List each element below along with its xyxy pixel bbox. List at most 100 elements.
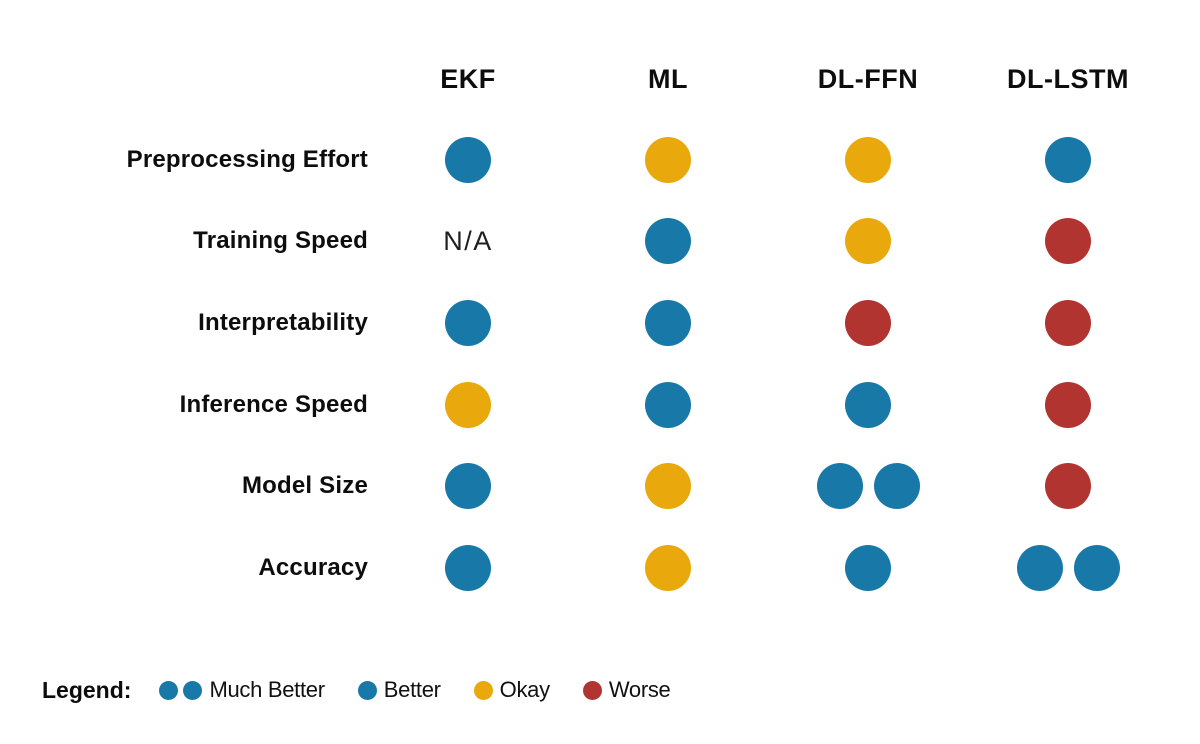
row-label-interpretability: Interpretability (198, 308, 368, 336)
cell-model-size-dl-lstm (968, 445, 1168, 527)
cell-interpretability-ekf (368, 282, 568, 364)
column-header-ml: ML (648, 64, 688, 94)
cell-training-speed-ml (568, 201, 768, 283)
rating-dot-better (645, 381, 691, 428)
rating-dot-worse (845, 299, 891, 346)
cell-inference-speed-ekf (368, 364, 568, 446)
cell-training-speed-ekf: N/A (368, 201, 568, 283)
rating-dot-okay (473, 680, 493, 700)
rating-dot-worse (1045, 218, 1091, 265)
na-value: N/A (443, 225, 493, 256)
row-label-accuracy: Accuracy (258, 553, 368, 581)
rating-dot-okay (645, 136, 691, 183)
rating-dot-better (445, 136, 491, 183)
rating-dot-okay (645, 463, 691, 510)
legend-item-label: Much Better (209, 677, 325, 702)
dot-icon (645, 381, 691, 428)
dot-icon (645, 544, 691, 591)
cell-interpretability-dl-ffn (768, 282, 968, 364)
rating-dot-okay (845, 218, 891, 265)
row-label-model-size: Model Size (241, 472, 368, 500)
dot-icon (1045, 136, 1091, 183)
rating-dot-better (445, 544, 491, 591)
legend-item-okay: Okay (473, 677, 550, 703)
legend-item-label: Better (383, 677, 441, 702)
rating-dot-better (1045, 136, 1091, 183)
dot-icon (645, 463, 691, 510)
rating-dot-better (845, 544, 891, 591)
rating-dot-worse (1045, 381, 1091, 428)
column-header-ekf: EKF (440, 64, 496, 94)
rating-dot-better (357, 680, 377, 700)
dot-icon (845, 381, 891, 428)
cell-model-size-dl-ffn (768, 445, 968, 527)
legend-item-better: Better (357, 677, 441, 703)
cell-inference-speed-ml (568, 364, 768, 446)
cell-model-size-ekf (368, 445, 568, 527)
column-header-dl-ffn: DL-FFN (817, 64, 919, 94)
dot-icon (473, 680, 493, 700)
dot-icon (357, 680, 377, 700)
dot-icon (1045, 299, 1091, 346)
row-label-preprocessing-effort: Preprocessing Effort (126, 145, 368, 173)
column-header-dl-lstm: DL-LSTM (1007, 64, 1129, 94)
cell-preprocessing-effort-dl-ffn (768, 119, 968, 201)
dot-icon (845, 136, 891, 183)
legend-item-label: Okay (499, 677, 550, 702)
dot-icon (845, 218, 891, 265)
cell-interpretability-ml (568, 282, 768, 364)
dot-icon (1045, 381, 1091, 428)
dot-icon (445, 299, 491, 346)
rating-dot-okay (845, 136, 891, 183)
rating-dot-better (645, 299, 691, 346)
dot-icon (645, 299, 691, 346)
rating-dot-better (445, 463, 491, 510)
dot-icon (445, 463, 491, 510)
double-rating-dot-much-better (159, 680, 203, 700)
cell-training-speed-dl-ffn (768, 201, 968, 283)
legend-item-much-better: Much Better (159, 677, 325, 703)
rating-dot-okay (445, 381, 491, 428)
row-label-training-speed: Training Speed (193, 227, 368, 255)
cell-interpretability-dl-lstm (968, 282, 1168, 364)
cell-preprocessing-effort-ekf (368, 119, 568, 201)
rating-dot-worse (582, 680, 602, 700)
dot-icon (845, 299, 891, 346)
cell-preprocessing-effort-dl-lstm (968, 119, 1168, 201)
rating-dot-worse (1045, 463, 1091, 510)
dot-icon (183, 680, 203, 700)
dot-icon (845, 544, 891, 591)
rating-dot-worse (1045, 299, 1091, 346)
legend: Legend: Much Better Better Okay Worse (42, 668, 671, 712)
double-rating-dot-much-better (816, 463, 920, 510)
dot-icon (445, 381, 491, 428)
double-rating-dot-much-better (1016, 544, 1120, 591)
cell-accuracy-dl-lstm (968, 527, 1168, 609)
row-label-inference-speed: Inference Speed (179, 390, 368, 418)
cell-inference-speed-dl-ffn (768, 364, 968, 446)
cell-inference-speed-dl-lstm (968, 364, 1168, 446)
dot-icon (1073, 544, 1120, 591)
cell-preprocessing-effort-ml (568, 119, 768, 201)
dot-icon (159, 680, 179, 700)
dot-icon (645, 136, 691, 183)
dot-icon (445, 544, 491, 591)
cell-model-size-ml (568, 445, 768, 527)
cell-accuracy-dl-ffn (768, 527, 968, 609)
dot-icon (1045, 218, 1091, 265)
rating-dot-better (845, 381, 891, 428)
dot-icon (645, 218, 691, 265)
legend-item-worse: Worse (582, 677, 671, 703)
cell-accuracy-ml (568, 527, 768, 609)
legend-item-label: Worse (608, 677, 671, 702)
comparison-matrix: EKF ML DL-FFN DL-LSTM Preprocessing Effort Tr… (0, 40, 1168, 609)
corner-cell (0, 40, 368, 119)
rating-dot-better (645, 218, 691, 265)
rating-dot-okay (645, 544, 691, 591)
legend-label: Legend: (42, 676, 132, 703)
dot-icon (1016, 544, 1063, 591)
dot-icon (873, 463, 920, 510)
dot-icon (1045, 463, 1091, 510)
rating-dot-better (445, 299, 491, 346)
